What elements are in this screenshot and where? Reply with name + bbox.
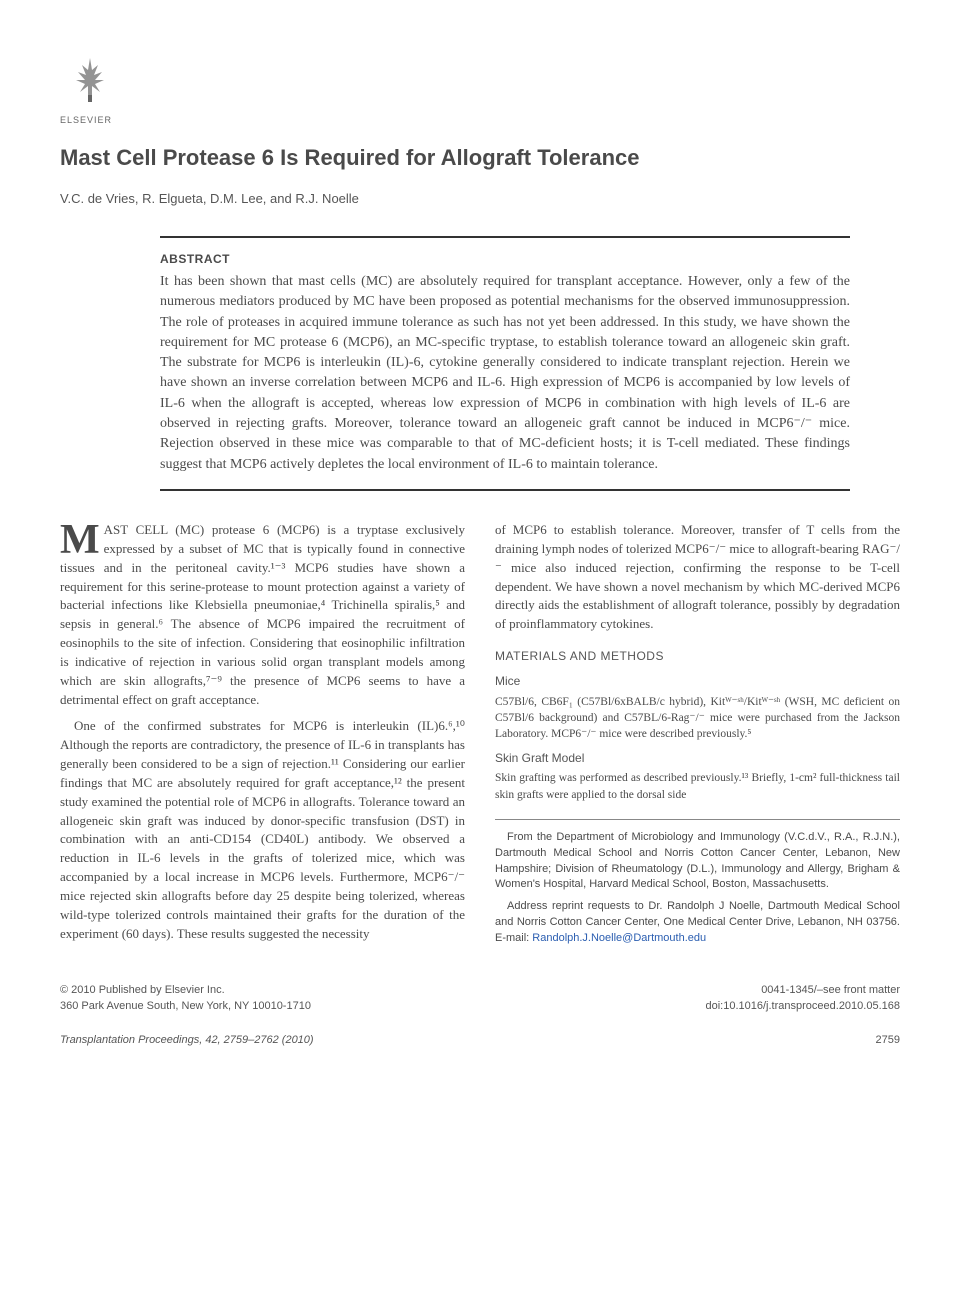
article-title: Mast Cell Protease 6 Is Required for All… [60, 145, 900, 171]
column-right: of MCP6 to establish tolerance. Moreover… [495, 521, 900, 953]
continuation-paragraph: of MCP6 to establish tolerance. Moreover… [495, 521, 900, 634]
page-number: 2759 [876, 1034, 900, 1046]
materials-methods-heading: MATERIALS AND METHODS [495, 648, 900, 665]
publisher-name: ELSEVIER [60, 115, 900, 125]
skin-graft-subheading: Skin Graft Model [495, 750, 900, 767]
citation-line: Transplantation Proceedings, 42, 2759–27… [60, 1034, 314, 1046]
column-left: MAST CELL (MC) protease 6 (MCP6) is a tr… [60, 521, 465, 953]
elsevier-tree-icon [60, 50, 120, 110]
mice-text: C57Bl/6, CB6F₁ (C57Bl/6xBALB/c hybrid), … [495, 694, 900, 742]
correspondence-text: Address reprint requests to Dr. Randolph… [495, 899, 900, 947]
body-two-column: MAST CELL (MC) protease 6 (MCP6) is a tr… [60, 521, 900, 953]
intro-paragraph-1: MAST CELL (MC) protease 6 (MCP6) is a tr… [60, 521, 465, 709]
doi-line: doi:10.1016/j.transproceed.2010.05.168 [706, 999, 901, 1014]
running-footer: Transplantation Proceedings, 42, 2759–27… [60, 1034, 900, 1046]
abstract-text: It has been shown that mast cells (MC) a… [160, 272, 850, 475]
intro-paragraph-2: One of the confirmed substrates for MCP6… [60, 717, 465, 943]
publisher-logo: ELSEVIER [60, 50, 900, 125]
copyright-line: © 2010 Published by Elsevier Inc. [60, 983, 311, 998]
issn-line: 0041-1345/–see front matter [706, 983, 901, 998]
dropcap: M [60, 521, 104, 559]
affiliation-text: From the Department of Microbiology and … [495, 830, 900, 894]
skin-graft-text: Skin grafting was performed as described… [495, 770, 900, 802]
mice-subheading: Mice [495, 673, 900, 690]
affiliation-block: From the Department of Microbiology and … [495, 819, 900, 948]
publisher-address: 360 Park Avenue South, New York, NY 1001… [60, 999, 311, 1014]
p1-text: AST CELL (MC) protease 6 (MCP6) is a try… [60, 522, 465, 707]
abstract-block: ABSTRACT It has been shown that mast cel… [160, 236, 850, 491]
abstract-label: ABSTRACT [160, 252, 850, 266]
footer-left: © 2010 Published by Elsevier Inc. 360 Pa… [60, 983, 311, 1014]
page-footer: © 2010 Published by Elsevier Inc. 360 Pa… [60, 983, 900, 1014]
footer-right: 0041-1345/–see front matter doi:10.1016/… [706, 983, 901, 1014]
author-list: V.C. de Vries, R. Elgueta, D.M. Lee, and… [60, 191, 900, 206]
correspondence-email-link[interactable]: Randolph.J.Noelle@Dartmouth.edu [532, 932, 706, 944]
